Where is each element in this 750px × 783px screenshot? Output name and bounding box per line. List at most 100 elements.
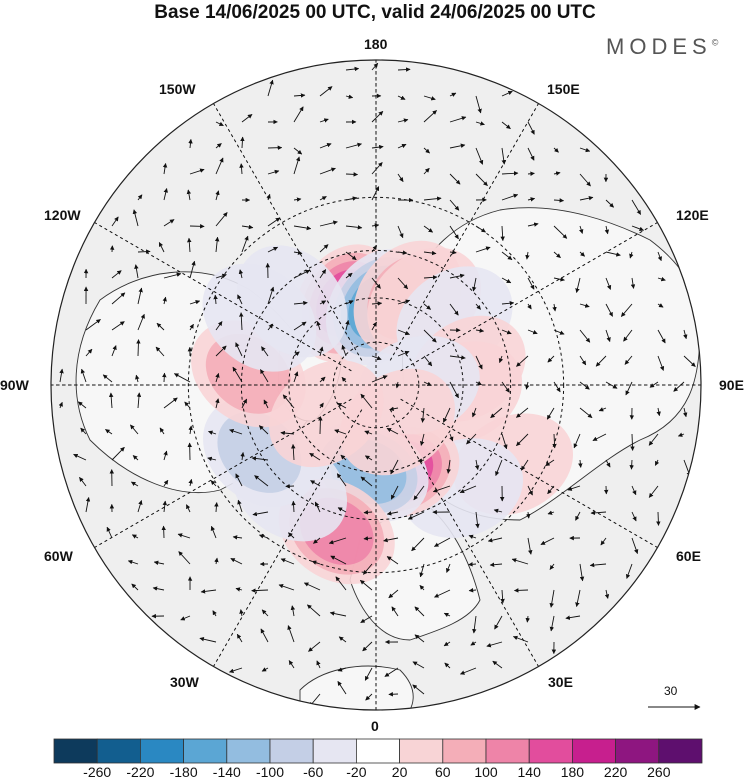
wind-vector	[520, 459, 529, 471]
wind-vector	[240, 452, 245, 461]
wind-vector	[111, 270, 122, 279]
wind-vector	[308, 641, 321, 652]
wind-vector	[390, 459, 399, 475]
wind-vector	[575, 277, 581, 293]
wind-vector	[552, 433, 557, 449]
wind-vector	[470, 641, 477, 646]
wind-vectors	[58, 62, 696, 707]
wind-vector	[605, 303, 613, 317]
wind-vector	[673, 381, 685, 392]
wind-vector	[449, 116, 467, 123]
wind-vector	[341, 376, 347, 383]
wind-vector	[475, 303, 481, 310]
wind-vector	[397, 225, 404, 239]
wind-vector	[371, 245, 378, 253]
wind-vector	[278, 584, 295, 591]
wind-vector	[623, 329, 633, 342]
wind-vector	[293, 269, 311, 279]
wind-vector	[677, 432, 685, 437]
wind-vector	[489, 562, 503, 567]
wind-vector	[683, 355, 696, 367]
lon-label-150e: 150E	[547, 81, 580, 97]
wind-vector	[162, 296, 167, 305]
wind-vector	[449, 199, 460, 211]
wind-vector	[261, 667, 269, 672]
wind-vector	[307, 604, 321, 617]
wind-vector	[657, 303, 664, 308]
wind-vector	[199, 636, 217, 643]
wind-vector	[212, 610, 217, 617]
meridian-line	[94, 222, 352, 372]
colorbar-tick-label: -100	[255, 764, 285, 780]
wind-vector	[605, 459, 611, 468]
wind-vector	[446, 563, 451, 573]
wind-vector	[177, 533, 191, 539]
wind-vector	[293, 106, 304, 123]
wind-vector	[527, 329, 538, 335]
wind-vector	[498, 355, 504, 363]
wind-vector	[475, 355, 483, 370]
wind-vector	[345, 225, 363, 230]
wind-vector	[474, 459, 480, 470]
wind-vector	[657, 276, 666, 282]
wind-vector	[237, 294, 243, 305]
wind-vector	[290, 605, 296, 617]
wind-vector	[407, 511, 425, 520]
wind-vector	[648, 433, 659, 446]
wind-vector	[136, 339, 141, 357]
wind-vector	[213, 294, 218, 305]
wind-vector	[235, 587, 243, 592]
meridian-line	[94, 398, 352, 548]
wind-vector	[414, 606, 425, 617]
wind-vector	[208, 430, 217, 435]
wind-vector	[625, 563, 633, 579]
wind-vector	[159, 427, 165, 435]
wind-vector	[263, 399, 269, 409]
wind-vector	[471, 277, 477, 292]
wind-vector	[260, 628, 269, 643]
colorbar-tick-label: -180	[169, 764, 198, 780]
wind-vector	[162, 500, 168, 513]
wind-vector	[413, 485, 425, 501]
wind-vector	[258, 425, 269, 435]
wind-vector	[293, 197, 302, 202]
wind-vector	[501, 277, 512, 284]
wind-vector	[316, 321, 321, 331]
wind-vector	[360, 615, 373, 623]
wind-vector	[313, 537, 321, 544]
wind-vector	[162, 372, 167, 383]
wind-vector	[282, 394, 295, 409]
wind-vector	[186, 504, 191, 513]
wind-vector	[526, 511, 531, 519]
wind-vector	[163, 397, 178, 409]
wind-vector	[239, 609, 244, 617]
wind-vector	[475, 381, 482, 386]
lon-label-180: 180	[364, 36, 388, 52]
wind-vector	[215, 157, 224, 175]
lon-label-90e: 90E	[719, 377, 744, 393]
wind-vector	[449, 173, 461, 185]
wind-vector	[291, 500, 296, 513]
wind-vector	[360, 476, 373, 487]
wind-vector	[293, 250, 303, 255]
wind-vector	[468, 588, 477, 593]
wind-vector	[85, 496, 91, 513]
meridian-line	[213, 103, 363, 361]
wind-vector	[388, 589, 399, 599]
wind-vector	[319, 86, 333, 97]
wind-vector	[309, 452, 321, 461]
colorbar-tick-label: -60	[303, 764, 324, 780]
wind-vector	[397, 250, 408, 255]
wind-vector	[156, 322, 165, 331]
wind-vector	[630, 433, 635, 451]
wind-vector	[397, 277, 408, 290]
wind-vector	[341, 344, 347, 357]
wind-vector	[131, 583, 139, 591]
wind-vector	[345, 319, 350, 331]
wind-vector	[417, 458, 425, 463]
wind-vector	[130, 424, 139, 435]
wind-vector	[108, 392, 114, 409]
wind-vector	[178, 551, 191, 565]
wind-vector	[162, 162, 168, 175]
